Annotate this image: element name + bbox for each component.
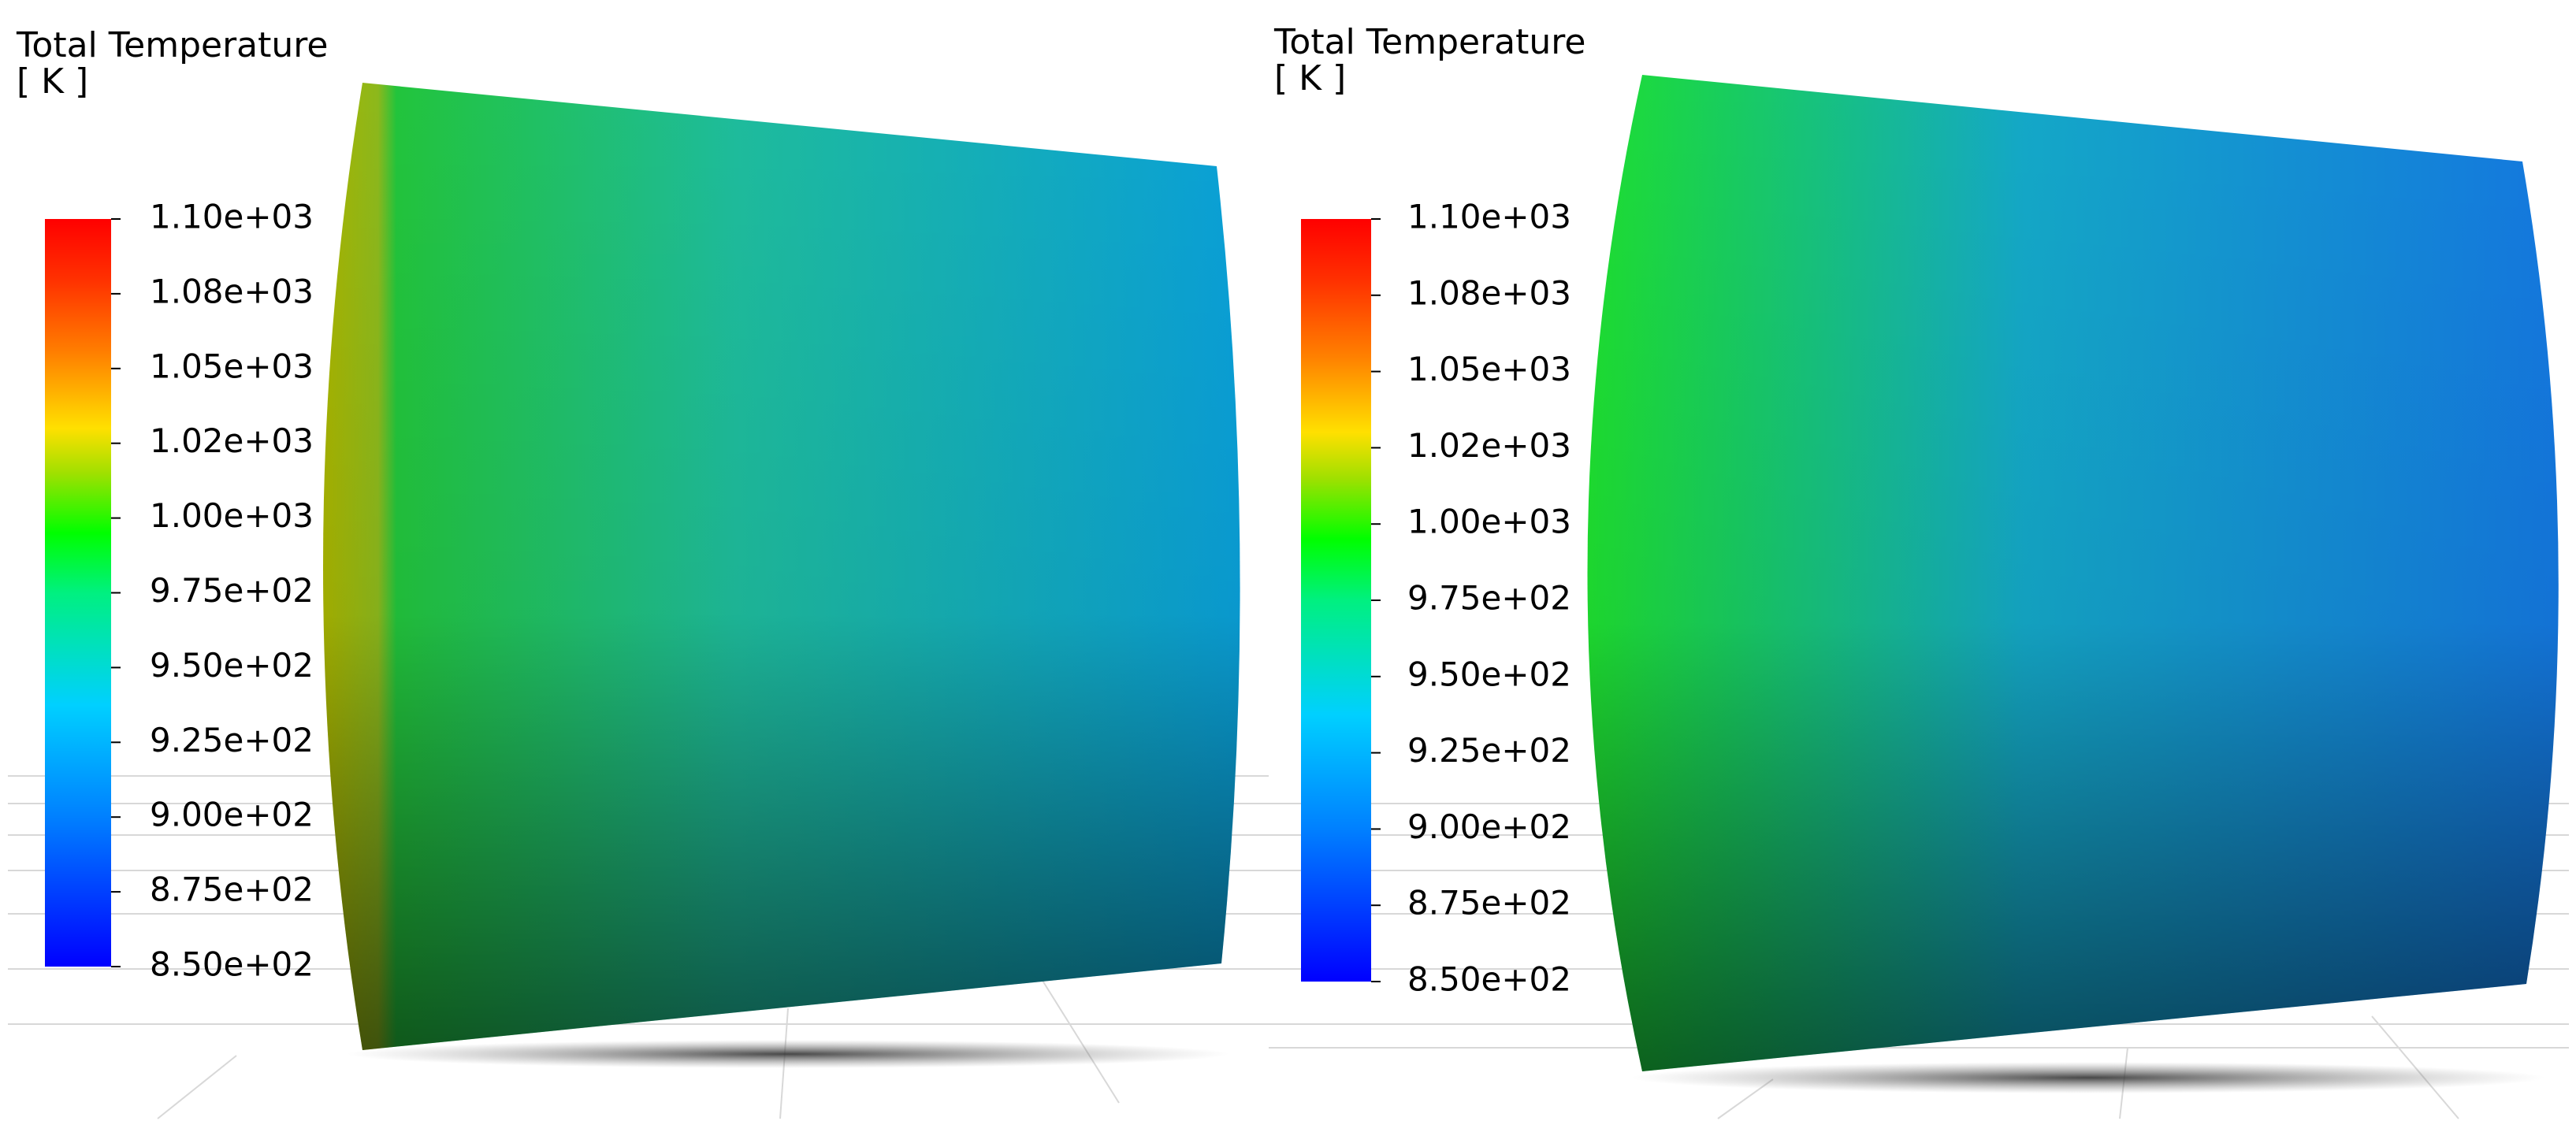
- tick-label: 1.10e+03: [1407, 198, 1571, 236]
- tick-label: 8.50e+02: [1407, 960, 1571, 999]
- legend-ticks: 1.10e+03 1.08e+03 1.05e+03 1.02e+03 1.00e+03…: [1371, 198, 1571, 999]
- tick-label: 1.02e+03: [150, 421, 314, 460]
- legend-title: Total Temperature: [16, 25, 328, 65]
- tick-label: 1.08e+03: [1407, 273, 1571, 312]
- legend-title: Total Temperature: [1273, 22, 1585, 62]
- tick-label: 1.00e+03: [1407, 503, 1571, 541]
- shadow: [1631, 1062, 2545, 1093]
- tick-label: 9.00e+02: [150, 796, 314, 834]
- cone-shading: [323, 83, 1240, 1050]
- legend-ticks: 1.10e+03 1.08e+03 1.05e+03 1.02e+03 1.00e+03…: [111, 198, 314, 984]
- legend-unit: [ K ]: [17, 61, 88, 102]
- legend-unit: [ K ]: [1274, 58, 1346, 98]
- tick-label: 9.50e+02: [1407, 655, 1571, 693]
- tick-label: 1.08e+03: [150, 272, 314, 310]
- tick-label: 9.75e+02: [1407, 579, 1571, 618]
- tick-label: 9.00e+02: [1407, 807, 1571, 846]
- tick-label: 9.50e+02: [150, 646, 314, 685]
- colorbar: [1301, 219, 1371, 982]
- cone-shading: [1587, 75, 2559, 1071]
- tick-label: 8.75e+02: [1407, 884, 1571, 922]
- shadow: [347, 1040, 1229, 1068]
- tick-label: 1.10e+03: [150, 198, 314, 236]
- tick-label: 9.75e+02: [150, 571, 314, 610]
- tick-label: 8.50e+02: [150, 945, 314, 984]
- tick-label: 9.25e+02: [1407, 731, 1571, 770]
- tick-label: 9.25e+02: [150, 721, 314, 759]
- panel-right: Total Temperature [ K ] 1.10e+03 1.08e+03…: [1269, 22, 2569, 1119]
- tick-label: 8.75e+02: [150, 870, 314, 909]
- panel-left: Total Temperature [ K ] 1.10e+03 1.08e+03…: [8, 25, 1269, 1119]
- colorbar: [45, 219, 111, 967]
- tick-label: 1.02e+03: [1407, 426, 1571, 465]
- tick-label: 1.05e+03: [150, 347, 314, 385]
- tick-label: 1.05e+03: [1407, 350, 1571, 388]
- tick-label: 1.00e+03: [150, 496, 314, 535]
